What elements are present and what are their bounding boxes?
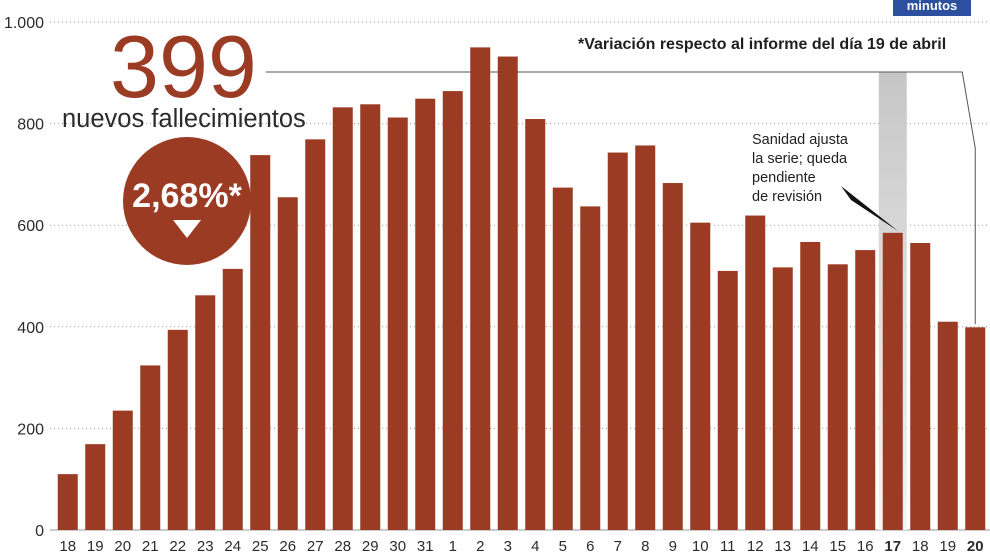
bar: [910, 243, 930, 530]
x-tick-label: 30: [389, 538, 406, 555]
x-tick-label: 24: [224, 538, 241, 555]
y-tick-label: 1.000: [4, 15, 44, 32]
bar: [140, 365, 160, 530]
bar: [360, 104, 380, 530]
bar: [525, 119, 545, 530]
x-tick-label: 9: [669, 538, 677, 555]
x-tick-label: 14: [802, 538, 819, 555]
bar: [965, 327, 985, 530]
x-tick-label: 21: [142, 538, 159, 555]
bar: [690, 223, 710, 530]
bar: [855, 250, 875, 530]
x-tick-label: 7: [614, 538, 622, 555]
bar: [470, 47, 490, 530]
bar: [168, 330, 188, 530]
bar: [195, 295, 215, 530]
x-tick-label: 27: [307, 538, 324, 555]
bar: [608, 153, 628, 530]
y-axis: 0 200 400 600 800 1.000: [4, 15, 44, 540]
headline-caption: nuevos fallecimientos: [62, 105, 306, 133]
bar: [635, 145, 655, 530]
x-tick-label: 8: [641, 538, 649, 555]
bar: [773, 267, 793, 530]
headline-number: 399: [110, 17, 257, 116]
y-tick-label: 600: [17, 218, 44, 235]
bar: [938, 322, 958, 530]
variation-badge: 2,68%*: [123, 137, 251, 265]
bar: [828, 264, 848, 530]
annotation: Sanidad ajusta la serie; queda pendiente…: [752, 132, 898, 231]
y-tick-label: 800: [17, 117, 44, 134]
bar: [800, 242, 820, 530]
footnote: *Variación respecto al informe del día 1…: [578, 36, 946, 53]
x-tick-label: 18: [59, 538, 76, 555]
x-tick-label: 18: [912, 538, 929, 555]
bar: [85, 444, 105, 530]
bar: [305, 139, 325, 530]
bar: [250, 155, 270, 530]
x-tick-label: 1: [449, 538, 457, 555]
x-tick-label: 10: [692, 538, 709, 555]
bar: [223, 269, 243, 530]
x-tick-label: 12: [747, 538, 764, 555]
bar: [580, 206, 600, 530]
x-tick-label: 16: [857, 538, 874, 555]
x-tick-label: 19: [87, 538, 104, 555]
x-tick-label: 25: [252, 538, 269, 555]
x-tick-label: 29: [362, 538, 379, 555]
x-tick-label: 6: [586, 538, 594, 555]
y-tick-label: 400: [17, 320, 44, 337]
x-tick-label: 2: [476, 538, 484, 555]
x-tick-label: 13: [774, 538, 791, 555]
variation-value: 2,68%*: [132, 177, 242, 215]
bar: [278, 197, 298, 530]
bar: [745, 216, 765, 530]
x-tick-label: 26: [279, 538, 296, 555]
x-tick-label: 17: [884, 538, 901, 555]
x-axis: 18 19 20 21 22 23 24 25 26 27 28 29 30 31 1 2 3 4 5 6 7 8 9 10 1…: [59, 538, 983, 555]
x-tick-label: 5: [559, 538, 567, 555]
bar: [663, 183, 683, 530]
annotation-line: de revisión: [752, 189, 822, 205]
x-tick-label: 31: [417, 538, 434, 555]
bar: [58, 474, 78, 530]
x-tick-label: 28: [334, 538, 351, 555]
x-tick-label: 15: [829, 538, 846, 555]
bar: [333, 107, 353, 530]
bar: [498, 57, 518, 530]
x-tick-label: 23: [197, 538, 214, 555]
x-tick-label: 19: [939, 538, 956, 555]
x-tick-label: 20: [114, 538, 131, 555]
bar: [553, 188, 573, 530]
x-tick-label: 3: [504, 538, 512, 555]
bar: [718, 271, 738, 530]
annotation-line: pendiente: [752, 170, 816, 186]
y-tick-label: 200: [17, 421, 44, 438]
bar: [388, 118, 408, 530]
x-tick-label: 11: [720, 538, 736, 555]
x-tick-label: 4: [531, 538, 539, 555]
annotation-line: Sanidad ajusta: [752, 132, 849, 148]
y-tick-label: 0: [35, 523, 44, 540]
bar: [113, 411, 133, 530]
annotation-line: la serie; queda: [752, 151, 848, 167]
bar: [443, 91, 463, 530]
x-tick-label: 22: [169, 538, 186, 555]
brand-label: minutos: [907, 0, 958, 13]
bar: [415, 99, 435, 530]
x-tick-label: 20: [967, 538, 984, 555]
bar: [883, 233, 903, 530]
brand-logo: minutos: [893, 0, 971, 16]
